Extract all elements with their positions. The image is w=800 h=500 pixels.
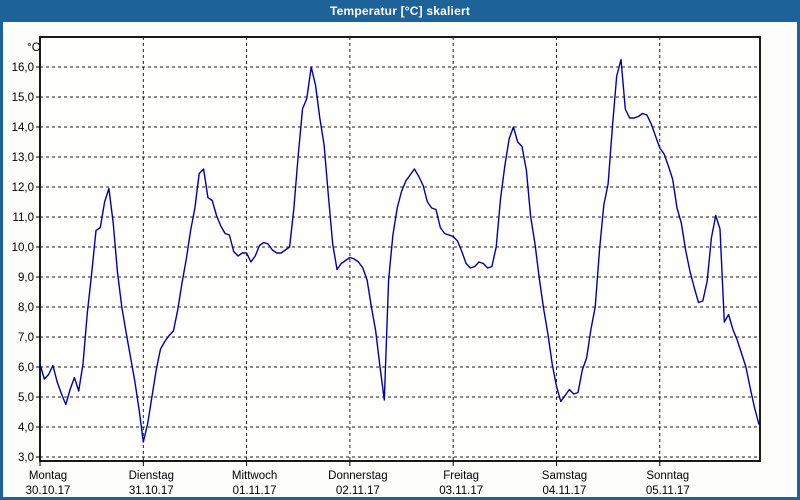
x-axis-date-label: 05.11.17 <box>646 485 690 497</box>
y-axis-label: 14,0 <box>12 122 34 134</box>
y-axis-label: 6,0 <box>18 362 34 374</box>
window-border-left <box>0 22 3 500</box>
x-axis-date-label: 31.10.17 <box>129 485 174 497</box>
y-axis-label: 5,0 <box>18 392 34 404</box>
y-axis-label: 12,0 <box>12 182 34 194</box>
y-axis-label: 3,0 <box>18 452 34 464</box>
x-axis-day-label: Sonntag <box>646 470 689 482</box>
temperature-line <box>39 58 760 443</box>
y-axis-label: 9,0 <box>18 272 34 284</box>
x-axis-date-label: 30.10.17 <box>26 485 71 497</box>
x-axis-day-label: Donnerstag <box>328 470 387 482</box>
x-axis-date-label: 02.11.17 <box>336 485 380 497</box>
y-axis-label: 7,0 <box>18 332 34 344</box>
window-border-bottom <box>0 497 800 500</box>
y-axis-label: 10,0 <box>12 242 34 254</box>
x-axis-day-label: Samstag <box>542 470 587 482</box>
y-axis-label: 15,0 <box>12 92 34 104</box>
x-axis-day-label: Montag <box>29 470 67 482</box>
window-border-right <box>797 22 800 500</box>
x-axis-date-label: 03.11.17 <box>439 485 483 497</box>
x-axis-day-label: Freitag <box>443 470 479 482</box>
window-title: Temperatur [°C] skaliert <box>329 4 471 18</box>
title-bar: Temperatur [°C] skaliert <box>0 0 800 22</box>
y-axis-label: 16,0 <box>12 62 34 74</box>
y-axis-label: 4,0 <box>18 422 34 434</box>
y-axis-unit-label: °C <box>27 42 40 54</box>
x-axis-day-label: Mittwoch <box>232 470 277 482</box>
x-axis-day-label: Dienstag <box>129 470 174 482</box>
y-axis-label: 11,0 <box>12 212 34 224</box>
y-axis-label: 8,0 <box>18 302 34 314</box>
x-axis-date-label: 04.11.17 <box>543 485 587 497</box>
y-axis-label: 13,0 <box>12 152 34 164</box>
plot-area <box>39 36 761 462</box>
x-axis-date-label: 01.11.17 <box>233 485 277 497</box>
